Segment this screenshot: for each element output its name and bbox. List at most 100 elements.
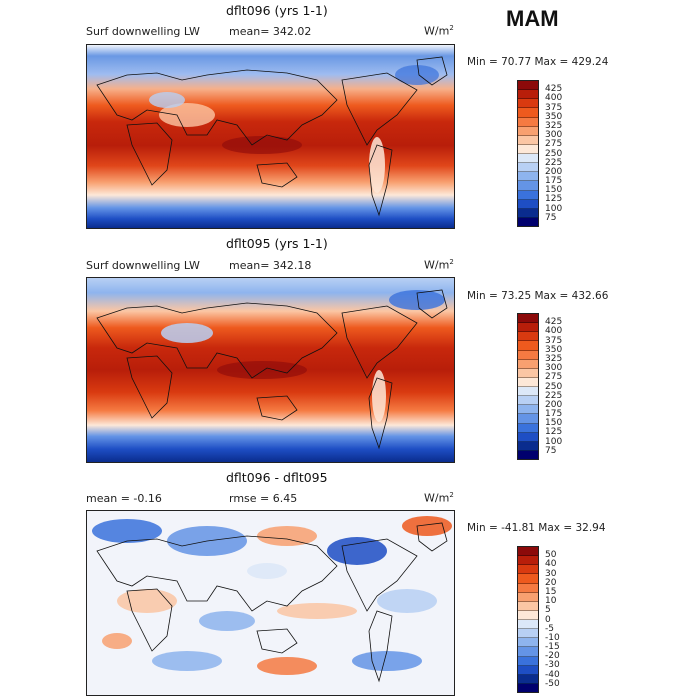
colorbar-tick-label: 150 bbox=[545, 185, 563, 196]
colorbar-swatch bbox=[518, 144, 538, 154]
colorbar-swatch bbox=[518, 629, 538, 639]
colorbar-tick-label: 350 bbox=[545, 111, 563, 122]
colorbar-tick-label: 200 bbox=[545, 399, 563, 410]
panel3-title: dflt096 - dflt095 bbox=[226, 470, 328, 485]
colorbar-swatch bbox=[518, 368, 538, 378]
colorbar-swatch bbox=[518, 181, 538, 191]
colorbar-swatch bbox=[518, 414, 538, 424]
colorbar-tick-label: 225 bbox=[545, 390, 563, 401]
colorbar-tick-label: 375 bbox=[545, 102, 563, 113]
colorbar-tick-label: 200 bbox=[545, 166, 563, 177]
colorbar-swatch bbox=[518, 565, 538, 575]
colorbar-swatch bbox=[518, 610, 538, 620]
colorbar-tick-label: 100 bbox=[545, 436, 563, 447]
colorbar-tick-label: 225 bbox=[545, 157, 563, 168]
panel3-map bbox=[86, 510, 455, 696]
colorbar-tick-label: 275 bbox=[545, 139, 563, 150]
panel3-minmax: Min = -41.81 Max = 32.94 bbox=[467, 522, 606, 534]
colorbar-tick-label: -5 bbox=[545, 623, 554, 634]
colorbar-swatch bbox=[518, 117, 538, 127]
colorbar-tick-label: 300 bbox=[545, 363, 563, 374]
panel2-variable-label: Surf downwelling LW bbox=[86, 259, 200, 272]
colorbar-tick-label: 75 bbox=[545, 212, 557, 223]
colorbar-tick-label: -50 bbox=[545, 678, 560, 689]
colorbar-swatch bbox=[518, 172, 538, 182]
colorbar-swatch bbox=[518, 199, 538, 209]
colorbar-swatch bbox=[518, 208, 538, 218]
colorbar-swatch bbox=[518, 154, 538, 164]
colorbar-tick-label: 150 bbox=[545, 418, 563, 429]
panel1-map bbox=[86, 44, 455, 229]
colorbar-tick-label: 400 bbox=[545, 326, 563, 337]
colorbar-tick-label: 325 bbox=[545, 353, 563, 364]
colorbar-swatch bbox=[518, 601, 538, 611]
colorbar-swatch bbox=[518, 547, 538, 557]
colorbar-swatch bbox=[518, 647, 538, 657]
colorbar-swatch bbox=[518, 387, 538, 397]
colorbar-swatch bbox=[518, 574, 538, 584]
colorbar-tick-label: -15 bbox=[545, 642, 560, 653]
panel2-minmax: Min = 73.25 Max = 432.66 bbox=[467, 290, 609, 302]
colorbar-swatch bbox=[518, 620, 538, 630]
colorbar-swatch bbox=[518, 163, 538, 173]
colorbar-swatch bbox=[518, 656, 538, 666]
colorbar-tick-label: 10 bbox=[545, 596, 557, 607]
colorbar-tick-label: 15 bbox=[545, 586, 557, 597]
colorbar-swatch bbox=[518, 450, 538, 459]
colorbar-tick-label: 425 bbox=[545, 317, 563, 328]
colorbar-swatch bbox=[518, 99, 538, 109]
colorbar-swatch bbox=[518, 683, 538, 692]
colorbar-swatch bbox=[518, 190, 538, 200]
panel1-minmax: Min = 70.77 Max = 429.24 bbox=[467, 56, 609, 68]
colorbar-swatch bbox=[518, 341, 538, 351]
colorbar-tick-label: 125 bbox=[545, 427, 563, 438]
colorbar-swatch bbox=[518, 405, 538, 415]
season-label: MAM bbox=[506, 6, 559, 31]
colorbar-swatch bbox=[518, 674, 538, 684]
panel1-title: dflt096 (yrs 1-1) bbox=[226, 3, 328, 18]
panel1-mean-label: mean= 342.02 bbox=[229, 25, 312, 38]
colorbar-swatch bbox=[518, 665, 538, 675]
colorbar-tick-label: 125 bbox=[545, 194, 563, 205]
colorbar-tick-label: 325 bbox=[545, 120, 563, 131]
colorbar-tick-label: 30 bbox=[545, 568, 557, 579]
panel3-colorbar bbox=[517, 546, 539, 693]
colorbar-tick-label: 75 bbox=[545, 445, 557, 456]
colorbar-tick-label: 0 bbox=[545, 614, 551, 625]
colorbar-swatch bbox=[518, 432, 538, 442]
colorbar-swatch bbox=[518, 323, 538, 333]
colorbar-tick-label: 40 bbox=[545, 559, 557, 570]
colorbar-tick-label: 175 bbox=[545, 409, 563, 420]
panel2-title: dflt095 (yrs 1-1) bbox=[226, 236, 328, 251]
panel3-units: W/m2 bbox=[424, 491, 454, 505]
panel1-variable-label: Surf downwelling LW bbox=[86, 25, 200, 38]
panel1-colorbar bbox=[517, 80, 539, 227]
panel3-rmse-label: rmse = 6.45 bbox=[229, 492, 298, 505]
colorbar-tick-label: 175 bbox=[545, 176, 563, 187]
colorbar-tick-label: 375 bbox=[545, 335, 563, 346]
colorbar-swatch bbox=[518, 108, 538, 118]
colorbar-swatch bbox=[518, 556, 538, 566]
colorbar-tick-label: 275 bbox=[545, 372, 563, 383]
colorbar-swatch bbox=[518, 81, 538, 91]
colorbar-swatch bbox=[518, 592, 538, 602]
panel1-units: W/m2 bbox=[424, 24, 454, 38]
colorbar-tick-label: 50 bbox=[545, 550, 557, 561]
colorbar-tick-label: 5 bbox=[545, 605, 551, 616]
colorbar-tick-label: 400 bbox=[545, 93, 563, 104]
colorbar-swatch bbox=[518, 638, 538, 648]
colorbar-tick-label: -10 bbox=[545, 632, 560, 643]
colorbar-swatch bbox=[518, 332, 538, 342]
panel2-map bbox=[86, 277, 455, 463]
colorbar-tick-label: -30 bbox=[545, 660, 560, 671]
colorbar-tick-label: 100 bbox=[545, 203, 563, 214]
colorbar-swatch bbox=[518, 135, 538, 145]
panel2-mean-label: mean= 342.18 bbox=[229, 259, 312, 272]
panel2-colorbar bbox=[517, 313, 539, 460]
panel2-units: W/m2 bbox=[424, 258, 454, 272]
colorbar-swatch bbox=[518, 350, 538, 360]
colorbar-swatch bbox=[518, 441, 538, 451]
colorbar-tick-label: 250 bbox=[545, 381, 563, 392]
colorbar-swatch bbox=[518, 217, 538, 226]
colorbar-tick-label: 425 bbox=[545, 84, 563, 95]
